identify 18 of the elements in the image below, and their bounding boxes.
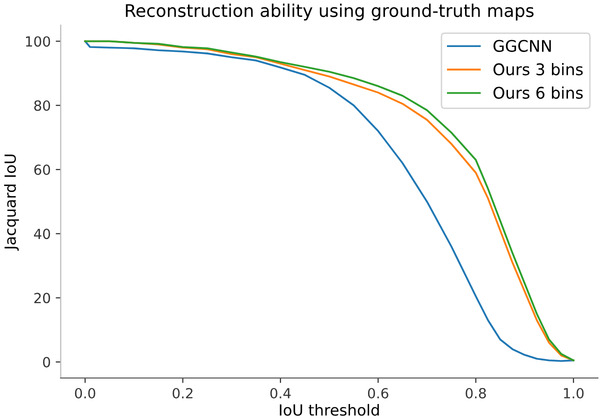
y-axis-title: Jacquard IoU bbox=[4, 154, 19, 251]
x-tick-label: 0.0 bbox=[74, 388, 96, 398]
y-tick-label: 100 bbox=[26, 36, 50, 47]
legend-label: Ours 3 bins bbox=[494, 63, 583, 76]
x-tick-label: 0.8 bbox=[466, 388, 486, 398]
legend-label: Ours 6 bins bbox=[494, 86, 583, 99]
x-tick-label: 1.0 bbox=[564, 388, 584, 398]
y-tick-label: 80 bbox=[34, 100, 50, 111]
y-tick-label: 60 bbox=[34, 164, 50, 175]
x-tick-label: 0.6 bbox=[368, 388, 388, 398]
y-tick-label: 20 bbox=[34, 292, 50, 304]
y-tick-label: 0 bbox=[43, 356, 50, 368]
x-tick-label: 0.2 bbox=[172, 388, 192, 398]
legend-label: GGCNN bbox=[494, 40, 551, 52]
x-tick-label: 0.4 bbox=[270, 388, 291, 398]
x-axis-title: IoU threshold bbox=[280, 404, 379, 416]
chart-title: Reconstruction ability using ground-truth maps bbox=[126, 4, 534, 20]
y-tick-label: 40 bbox=[34, 228, 50, 240]
